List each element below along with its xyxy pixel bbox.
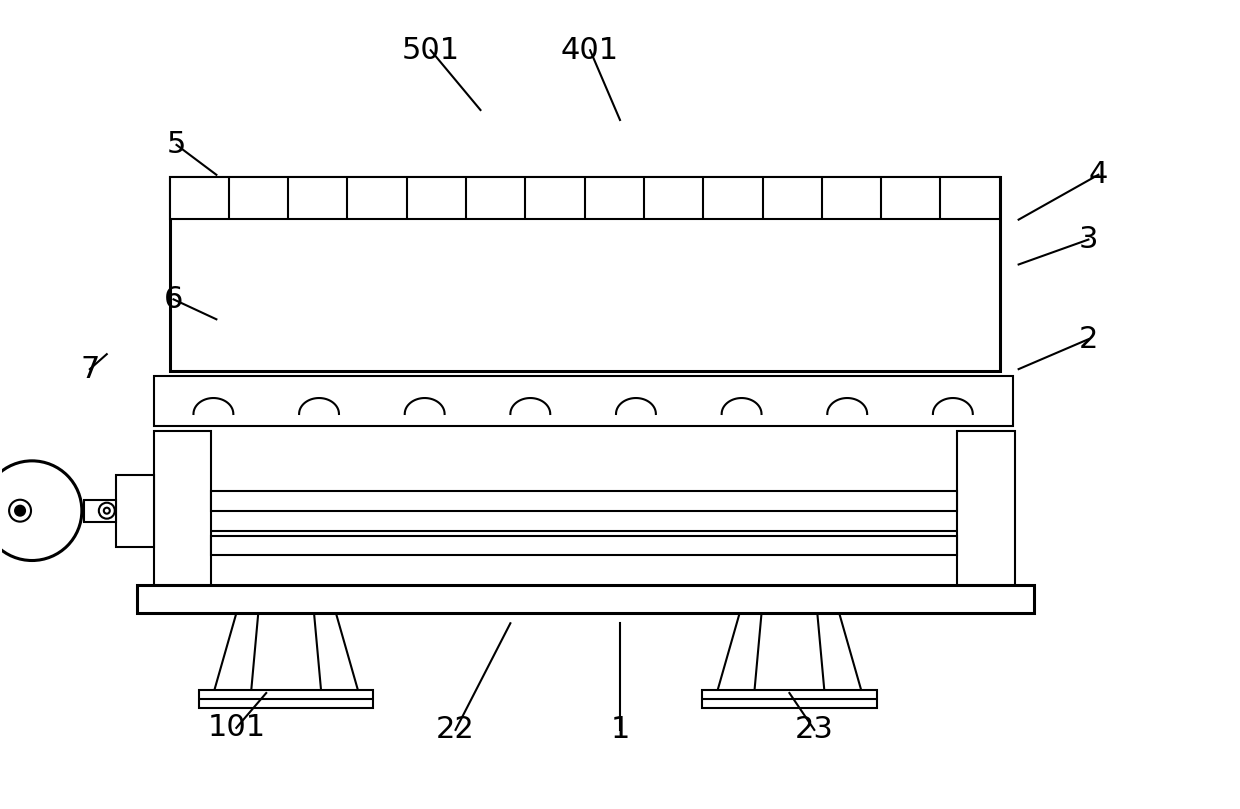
Text: 401: 401	[560, 36, 619, 65]
Text: 4: 4	[1089, 160, 1109, 189]
Bar	[154, 376, 1013, 426]
Text: 23: 23	[795, 715, 833, 744]
Bar	[957, 431, 1014, 586]
Bar	[211, 491, 957, 510]
Text: 3: 3	[1079, 225, 1099, 254]
Bar	[702, 690, 877, 708]
Text: 5: 5	[167, 130, 186, 159]
Bar	[115, 475, 154, 547]
Text: 22: 22	[436, 715, 475, 744]
Circle shape	[104, 508, 110, 514]
Bar	[170, 177, 999, 218]
Bar	[154, 431, 211, 586]
Text: 2: 2	[1079, 324, 1099, 354]
Bar	[84, 500, 115, 522]
Text: 6: 6	[164, 285, 184, 314]
Text: 501: 501	[402, 36, 460, 65]
Text: 101: 101	[207, 714, 265, 743]
Bar	[211, 536, 957, 556]
Bar	[198, 690, 373, 708]
Bar	[136, 586, 1034, 613]
Text: 7: 7	[81, 354, 99, 383]
Circle shape	[9, 500, 31, 522]
Circle shape	[15, 506, 25, 515]
Circle shape	[99, 502, 115, 519]
Text: 1: 1	[610, 715, 630, 744]
Bar	[170, 177, 999, 371]
Circle shape	[0, 461, 82, 561]
